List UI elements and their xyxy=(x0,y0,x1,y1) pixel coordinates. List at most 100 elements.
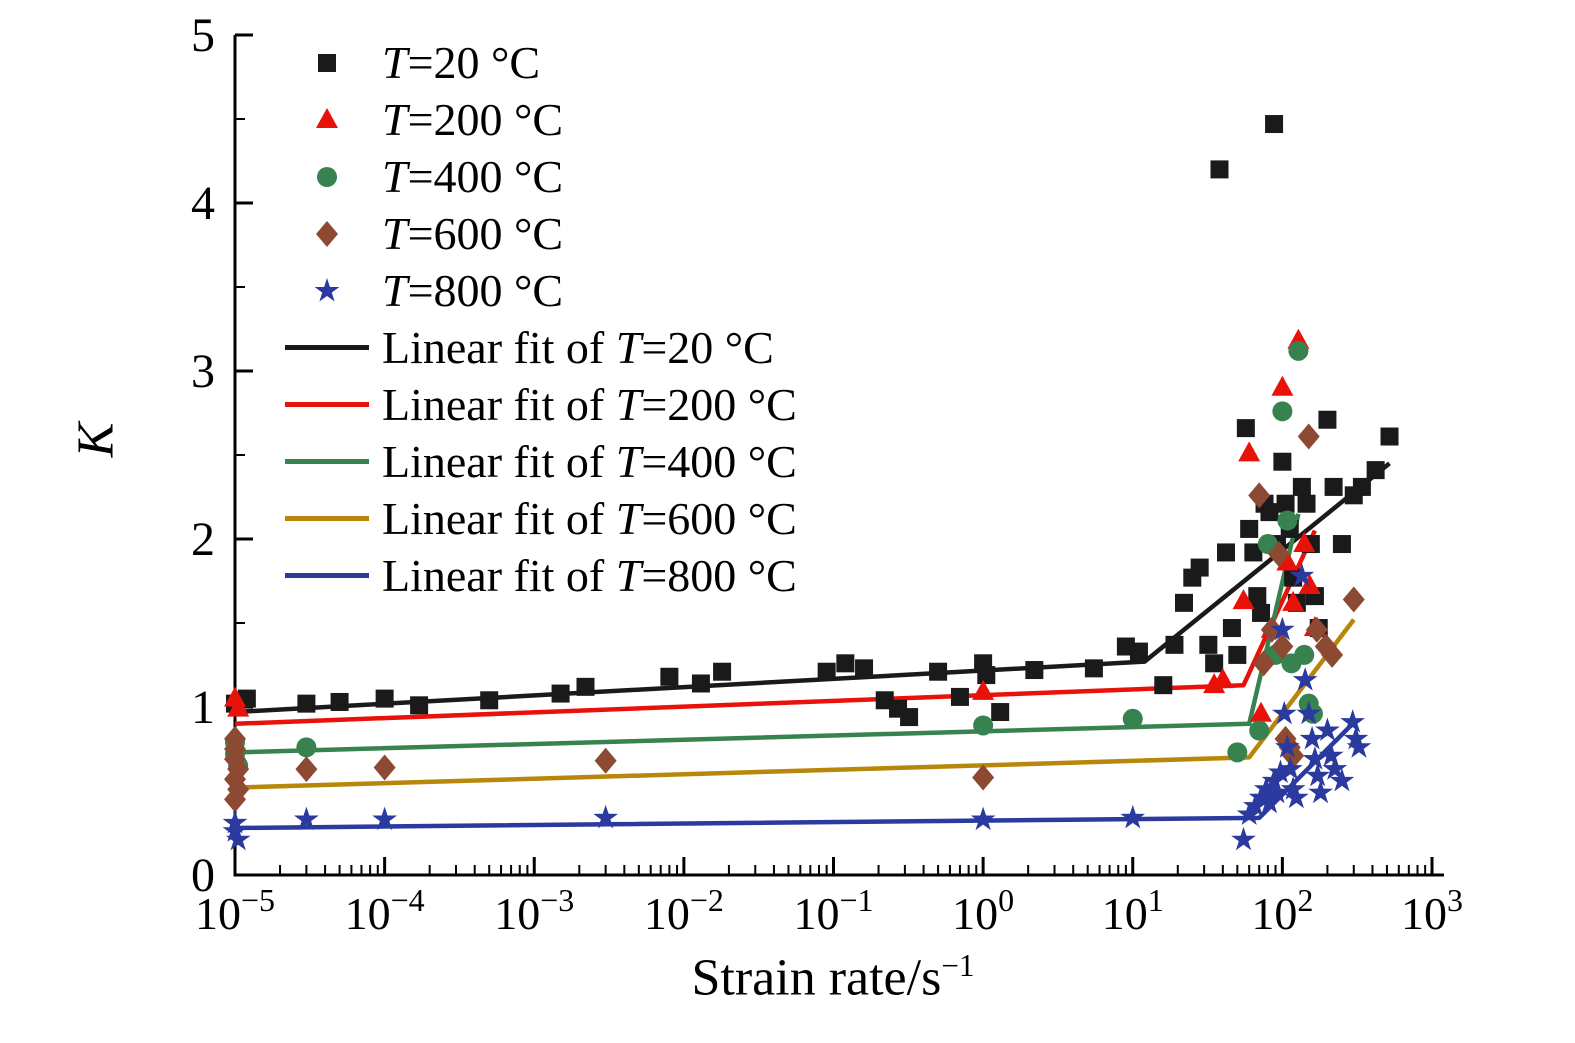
x-axis-label-text: Strain rate/s xyxy=(691,949,942,1007)
legend-item-fit-3: Linear fit of T=600 °C xyxy=(272,490,797,547)
square-marker xyxy=(1205,654,1224,673)
diamond-marker xyxy=(1271,633,1294,660)
star-marker xyxy=(1280,776,1306,800)
star-marker xyxy=(1322,756,1348,780)
legend-item-fit-1: Linear fit of T=200 °C xyxy=(272,376,797,433)
triangle-marker xyxy=(1250,701,1273,722)
star-marker xyxy=(1340,709,1365,733)
star-marker xyxy=(1299,725,1325,750)
square-marker xyxy=(297,694,316,713)
triangle-marker xyxy=(1203,673,1226,694)
line-icon xyxy=(285,345,369,350)
legend-item-series-4: T=800 °C xyxy=(272,262,797,319)
square-marker xyxy=(576,677,595,696)
y-tick-label: 3 xyxy=(191,345,215,398)
y-tick-label: 0 xyxy=(191,849,215,902)
legend-label: T=600 °C xyxy=(382,207,564,259)
square-marker xyxy=(950,687,969,706)
circle-marker xyxy=(1122,708,1143,729)
circle-marker xyxy=(1227,742,1248,763)
star-marker xyxy=(1264,779,1290,804)
star-marker xyxy=(225,826,251,851)
square-marker xyxy=(1265,115,1284,134)
square-marker xyxy=(330,692,349,711)
x-tick-label: 10−2 xyxy=(644,882,724,939)
circle-marker xyxy=(1294,644,1315,665)
triangle-marker xyxy=(227,696,250,717)
circle-legend-icon xyxy=(272,154,382,200)
star-marker xyxy=(1296,700,1322,725)
x-axis-label-sup: −1 xyxy=(941,948,975,983)
star-marker xyxy=(1329,767,1355,792)
star-marker xyxy=(1305,762,1330,787)
square-marker xyxy=(691,674,710,693)
triangle-marker xyxy=(1238,441,1261,462)
diamond-marker xyxy=(316,220,338,247)
triangle-marker xyxy=(316,107,338,128)
triangle-legend-icon xyxy=(272,97,382,143)
square-marker xyxy=(1174,593,1193,612)
star-marker xyxy=(1278,756,1303,780)
star-icon xyxy=(314,277,340,301)
fit-line-legend-icon xyxy=(272,573,382,578)
square-marker xyxy=(1260,503,1279,522)
fit-line-legend-icon xyxy=(272,459,382,464)
star-marker xyxy=(1271,700,1297,725)
star-marker xyxy=(314,277,340,301)
square-marker xyxy=(1154,676,1173,695)
diamond-marker xyxy=(1342,586,1365,613)
square-marker xyxy=(1366,461,1385,480)
square-marker xyxy=(1244,543,1263,562)
square-marker xyxy=(1248,587,1267,606)
star-marker xyxy=(372,806,397,831)
star-marker xyxy=(1120,804,1146,829)
legend-label: Linear fit of T=200 °C xyxy=(382,378,797,430)
star-marker xyxy=(1289,563,1315,587)
square-marker xyxy=(1252,603,1271,622)
triangle-icon xyxy=(316,107,338,128)
x-tick-label: 103 xyxy=(1401,882,1463,939)
star-marker xyxy=(1284,784,1309,809)
square-marker xyxy=(1199,635,1218,654)
legend-item-series-3: T=600 °C xyxy=(272,205,797,262)
star-marker xyxy=(1253,776,1279,800)
square-marker xyxy=(1352,477,1371,496)
diamond-marker xyxy=(1268,541,1291,568)
x-tick-label: 102 xyxy=(1251,882,1313,939)
star-marker xyxy=(1302,746,1328,770)
square-marker xyxy=(1025,661,1044,680)
circle-marker xyxy=(317,166,337,187)
legend-item-series-0: T=20 °C xyxy=(272,34,797,91)
square-marker xyxy=(660,667,679,686)
star-marker xyxy=(1318,742,1344,767)
star-marker xyxy=(1346,734,1372,758)
square-marker xyxy=(1380,427,1399,446)
triangle-marker xyxy=(1298,574,1321,595)
circle-marker xyxy=(296,737,317,758)
square-icon xyxy=(318,53,336,72)
diamond-marker xyxy=(1252,650,1275,677)
x-tick-label: 10−1 xyxy=(793,882,873,939)
y-tick-label: 1 xyxy=(191,681,215,734)
fit-line-3 xyxy=(234,618,1356,790)
line-icon xyxy=(285,573,369,578)
diamond-marker xyxy=(295,756,318,783)
square-marker xyxy=(1240,519,1259,538)
triangle-marker xyxy=(1271,375,1294,396)
legend-item-series-1: T=200 °C xyxy=(272,91,797,148)
circle-marker xyxy=(1249,720,1270,741)
square-marker xyxy=(713,662,732,681)
legend-label: Linear fit of T=20 °C xyxy=(382,321,774,373)
diamond-marker xyxy=(1321,641,1344,668)
diamond-marker xyxy=(972,764,995,791)
star-marker xyxy=(1343,725,1369,750)
square-marker xyxy=(836,654,855,673)
diamond-marker xyxy=(373,754,396,781)
square-marker xyxy=(977,666,996,685)
diamond-marker xyxy=(1305,616,1328,643)
star-marker xyxy=(1268,759,1293,783)
x-tick-label: 10−5 xyxy=(195,882,275,939)
triangle-marker xyxy=(1282,590,1305,611)
star-marker xyxy=(1231,826,1256,851)
